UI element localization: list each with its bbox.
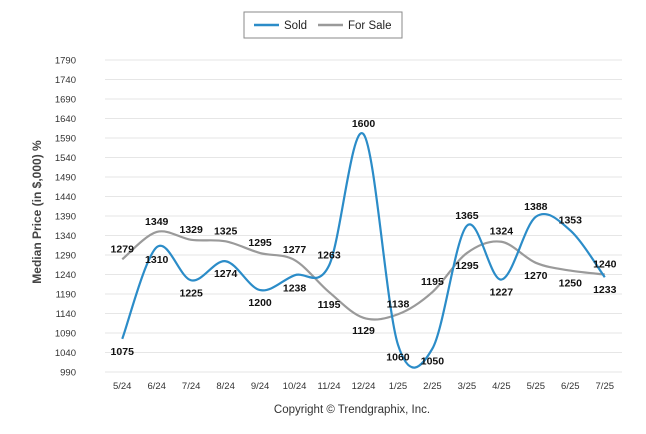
data-label-sold: 1353 — [559, 214, 583, 226]
gridlines — [105, 59, 622, 373]
data-label-for-sale: 1195 — [318, 299, 341, 311]
data-label-sold: 1233 — [593, 284, 617, 296]
data-label-for-sale: 1240 — [593, 259, 617, 271]
y-tick-label: 1440 — [55, 192, 76, 203]
legend-label-for-sale: For Sale — [348, 20, 391, 32]
data-label-sold: 1274 — [214, 268, 238, 280]
x-tick-label: 8/24 — [216, 381, 235, 392]
y-tick-label: 1590 — [55, 134, 76, 145]
y-tick-label: 1240 — [55, 270, 76, 281]
x-tick-label: 3/25 — [458, 381, 477, 392]
data-label-for-sale: 1270 — [524, 270, 548, 282]
data-label-for-sale: 1195 — [421, 276, 444, 288]
y-tick-label: 1790 — [55, 56, 76, 67]
data-label-sold: 1310 — [145, 254, 169, 266]
y-tick-label: 1090 — [55, 329, 76, 340]
x-tick-label: 4/25 — [492, 381, 511, 392]
data-label-for-sale: 1325 — [214, 225, 238, 237]
data-label-sold: 1060 — [386, 352, 410, 364]
data-label-sold: 1225 — [179, 287, 203, 299]
y-axis-title: Median Price (in $,000) % — [30, 140, 44, 284]
y-tick-label: 1390 — [55, 212, 76, 223]
data-label-for-sale: 1295 — [455, 260, 479, 272]
x-tick-label: 1/25 — [389, 381, 408, 392]
data-label-sold: 1238 — [283, 282, 307, 294]
x-tick-label: 12/24 — [352, 381, 376, 392]
series-line-sold — [121, 132, 606, 369]
data-label-for-sale: 1277 — [283, 244, 307, 256]
data-label-for-sale: 1138 — [387, 298, 410, 310]
x-tick-label: 11/24 — [317, 381, 340, 392]
data-label-for-sale: 1324 — [490, 226, 514, 238]
data-label-for-sale: 1250 — [559, 278, 583, 290]
data-label-for-sale: 1329 — [179, 224, 203, 236]
data-label-for-sale: 1129 — [352, 325, 375, 337]
x-tick-label: 7/24 — [182, 381, 201, 392]
x-tick-label: 5/24 — [113, 381, 132, 392]
data-labels: 1075 1310 1225 1274 1200 1238 1263 1600 1060 1050… — [111, 118, 617, 368]
y-tick-label: 1190 — [56, 290, 76, 301]
y-tick-label: 1340 — [55, 231, 76, 242]
x-tick-label: 10/24 — [283, 381, 307, 392]
y-tick-label: 990 — [60, 368, 76, 379]
x-tick-label: 6/25 — [561, 381, 580, 392]
x-tick-label: 7/25 — [596, 381, 615, 392]
data-label-sold: 1263 — [317, 250, 341, 262]
series-line-for-sale — [121, 230, 605, 321]
series-lines — [121, 132, 606, 369]
data-label-for-sale: 1295 — [248, 237, 272, 249]
data-label-sold: 1600 — [352, 118, 376, 130]
data-label-for-sale: 1279 — [111, 243, 135, 255]
y-axis-ticks: 990 1040 1090 1140 1190 1240 1290 1340 1390 1440 1… — [55, 56, 76, 379]
y-tick-label: 1040 — [55, 348, 76, 359]
y-tick-label: 1290 — [55, 251, 76, 262]
data-label-sold: 1388 — [524, 201, 548, 213]
y-tick-label: 1490 — [55, 173, 76, 184]
y-tick-label: 1540 — [55, 153, 76, 164]
data-label-sold: 1050 — [421, 356, 445, 368]
x-tick-label: 9/24 — [251, 381, 270, 392]
y-tick-label: 1740 — [55, 75, 76, 86]
data-label-sold: 1227 — [490, 287, 514, 299]
copyright-footer: Copyright © Trendgraphix, Inc. — [274, 404, 430, 416]
data-label-for-sale: 1349 — [145, 216, 169, 228]
x-tick-label: 2/25 — [423, 381, 442, 392]
legend-label-sold: Sold — [284, 20, 307, 32]
y-tick-label: 1140 — [56, 309, 76, 320]
legend: Sold For Sale — [243, 11, 403, 39]
data-label-sold: 1200 — [248, 297, 272, 309]
x-tick-label: 6/24 — [147, 381, 166, 392]
data-label-sold: 1075 — [111, 346, 135, 358]
x-axis-ticks: 5/24 6/24 7/24 8/24 9/24 10/24 11/24 12/24 1/25 2… — [113, 381, 614, 392]
data-label-sold: 1365 — [455, 210, 479, 222]
y-tick-label: 1640 — [55, 114, 76, 125]
x-tick-label: 5/25 — [527, 381, 546, 392]
y-tick-label: 1690 — [55, 95, 76, 106]
